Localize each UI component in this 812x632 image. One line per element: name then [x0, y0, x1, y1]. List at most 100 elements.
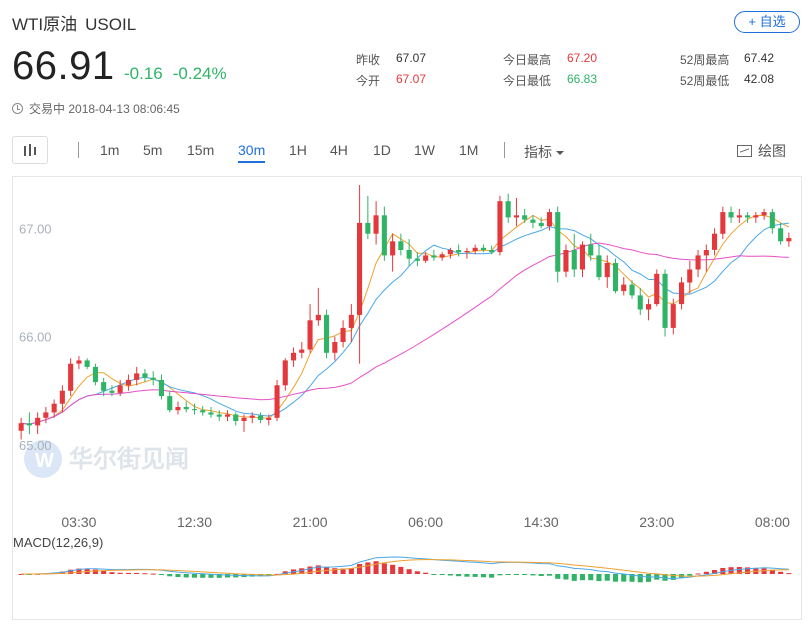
macd-bar — [431, 574, 437, 575]
status-text: 交易中 — [29, 102, 66, 116]
candle — [274, 379, 280, 422]
macd-bar — [167, 574, 173, 577]
candle — [571, 233, 577, 278]
chart-area[interactable]: W 华尔街见闻 67.00 66.00 65.00 03:30 12:30 21:00 0… — [12, 176, 802, 620]
macd-bar — [513, 574, 519, 575]
x-tick-label: 03:30 — [61, 514, 96, 530]
macd-bar — [439, 574, 445, 575]
x-tick-label: 12:30 — [177, 514, 212, 530]
macd-bar — [629, 574, 635, 582]
candle — [332, 336, 338, 361]
candle — [167, 390, 173, 413]
candle — [736, 208, 742, 223]
macd-bar — [736, 567, 742, 574]
macd-bar — [769, 569, 775, 574]
candle — [679, 277, 685, 310]
candlestick-chart[interactable]: W 华尔街见闻 67.00 66.00 65.00 03:30 12:30 21:00 0… — [13, 177, 801, 619]
macd-bar — [406, 569, 412, 574]
change-percent: -0.24% — [172, 64, 227, 83]
candle — [76, 356, 82, 370]
candle — [307, 304, 313, 353]
y-tick-label: 66.00 — [19, 330, 52, 345]
candle — [134, 366, 140, 386]
candle — [456, 244, 462, 257]
candle — [26, 412, 32, 435]
candle — [373, 201, 379, 245]
candle — [324, 309, 330, 359]
macd-bar — [778, 571, 784, 574]
macd-bar — [579, 574, 585, 581]
macd-bar — [150, 573, 156, 575]
timeframe-30m[interactable]: 30m — [238, 142, 266, 163]
timeframe-1h[interactable]: 1H — [289, 142, 307, 158]
x-tick-label: 21:00 — [293, 514, 328, 530]
macd-bar — [621, 574, 627, 582]
candle — [778, 222, 784, 245]
candle — [786, 232, 792, 247]
timeframe-1d[interactable]: 1D — [373, 142, 391, 158]
candle — [662, 269, 668, 337]
candle — [745, 212, 751, 223]
current-price: 66.91 — [12, 44, 115, 88]
candle — [761, 208, 767, 220]
candle — [712, 228, 718, 256]
candle — [720, 206, 726, 240]
timeframe-1w[interactable]: 1W — [414, 142, 435, 158]
macd-bar — [92, 569, 98, 574]
timeframe-15m[interactable]: 15m — [187, 142, 215, 158]
add-watchlist-button[interactable]: + 自选 — [734, 11, 800, 33]
macd-bar — [662, 574, 668, 581]
candle — [299, 342, 305, 359]
timeframe-5m[interactable]: 5m — [143, 142, 163, 158]
macd-dea-line — [21, 559, 789, 577]
macd-bar — [307, 566, 313, 574]
candle — [604, 255, 610, 288]
trading-status: 交易中 2018-04-13 08:06:45 — [12, 100, 180, 117]
candle — [348, 304, 354, 342]
macd-bar — [365, 562, 371, 574]
timeframe-1m[interactable]: 1m — [100, 142, 120, 158]
macd-bar — [786, 573, 792, 575]
candle — [208, 406, 214, 418]
macd-bar — [530, 574, 536, 576]
candle — [390, 233, 396, 272]
macd-bar — [555, 574, 561, 579]
candle — [546, 208, 552, 231]
candle — [225, 410, 231, 422]
price-change: -0.16 -0.24% — [124, 64, 227, 84]
draw-button[interactable]: 绘图 — [737, 141, 786, 161]
x-tick-label: 23:00 — [639, 514, 674, 530]
timeframe-1mo[interactable]: 1M — [459, 142, 479, 158]
watermark-text: 华尔街见闻 — [69, 445, 189, 473]
candle — [497, 195, 503, 256]
stat-52w-low: 52周最低 42.08 — [680, 72, 775, 88]
candle — [315, 287, 321, 326]
macd-bar — [604, 574, 610, 581]
macd-bar — [125, 572, 131, 574]
candle — [703, 244, 709, 272]
macd-bar — [761, 568, 767, 574]
timeframe-4h[interactable]: 4H — [330, 142, 348, 158]
candle — [447, 247, 453, 259]
macd-bar — [158, 574, 164, 575]
indicator-dropdown[interactable]: 指标 — [524, 142, 564, 162]
candle — [101, 377, 107, 397]
stat-day-high: 今日最高 67.20 — [503, 51, 598, 67]
candlestick-icon[interactable] — [12, 136, 48, 164]
candle — [109, 385, 115, 397]
ma-mid-line — [21, 222, 789, 425]
toolbar-divider — [504, 142, 505, 158]
candle — [291, 347, 297, 367]
macd-bar — [282, 571, 288, 574]
macd-bar — [357, 564, 363, 574]
macd-bar — [183, 574, 189, 578]
ma-long-line — [21, 242, 789, 425]
macd-bar — [637, 574, 643, 583]
caret-down-icon — [556, 151, 564, 156]
candle — [414, 252, 420, 267]
macd-bar — [480, 574, 486, 578]
candle — [654, 269, 660, 307]
candle — [670, 298, 676, 335]
macd-bar — [720, 568, 726, 574]
macd-bar — [225, 574, 231, 578]
